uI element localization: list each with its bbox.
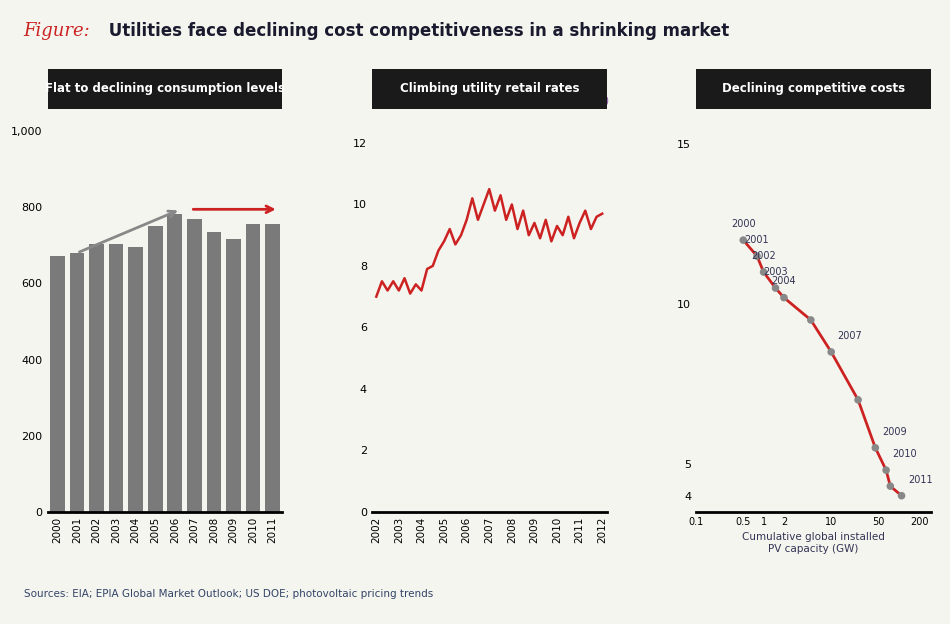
Bar [108, 245, 124, 512]
Bar [69, 253, 85, 512]
Text: Flat to declining consumption levels: Flat to declining consumption levels [45, 82, 285, 95]
Point [804, 315, 819, 325]
Text: 2004: 2004 [771, 276, 796, 286]
Point [768, 283, 783, 293]
Text: Average retail price of electricity (cents/kWh): Average retail price of electricity (cen… [371, 96, 609, 106]
Bar [226, 238, 241, 512]
Text: 2003: 2003 [763, 267, 788, 277]
Bar [89, 245, 104, 512]
Text: 2002: 2002 [751, 251, 776, 261]
Point [750, 251, 765, 261]
Bar [167, 214, 182, 512]
Point [756, 267, 771, 277]
X-axis label: Cumulative global installed
PV capacity (GW): Cumulative global installed PV capacity … [742, 532, 885, 553]
Text: 2001: 2001 [745, 235, 770, 245]
Point [824, 347, 839, 357]
Text: Figure:: Figure: [24, 22, 90, 40]
Text: Average installed price of residential solar
photovoltaic (constant 2011 $/w): Average installed price of residential s… [696, 84, 917, 106]
Bar [187, 219, 201, 512]
Text: Sources: EIA; EPIA Global Market Outlook; US DOE; photovoltaic pricing trends: Sources: EIA; EPIA Global Market Outlook… [24, 589, 433, 599]
Text: Declining competitive costs: Declining competitive costs [722, 82, 905, 95]
Text: 2010: 2010 [893, 449, 918, 459]
Bar [148, 226, 162, 512]
Bar [206, 232, 221, 512]
Point [894, 490, 909, 500]
Bar [246, 224, 260, 512]
Point [867, 443, 883, 453]
Point [879, 465, 894, 475]
Text: 2011: 2011 [908, 474, 933, 484]
Point [735, 235, 751, 245]
Text: 2009: 2009 [882, 427, 906, 437]
Text: Utilities face declining cost competitiveness in a shrinking market: Utilities face declining cost competitiv… [103, 22, 729, 40]
Text: 2000: 2000 [731, 219, 755, 229]
Bar [50, 256, 65, 512]
Point [883, 481, 898, 491]
Point [850, 395, 865, 405]
Bar [265, 224, 280, 512]
Text: 2007: 2007 [838, 331, 863, 341]
Bar [128, 247, 142, 512]
Point [776, 293, 791, 303]
Text: Non-coincident summer peak load (GW): Non-coincident summer peak load (GW) [48, 96, 256, 106]
Text: Climbing utility retail rates: Climbing utility retail rates [400, 82, 579, 95]
